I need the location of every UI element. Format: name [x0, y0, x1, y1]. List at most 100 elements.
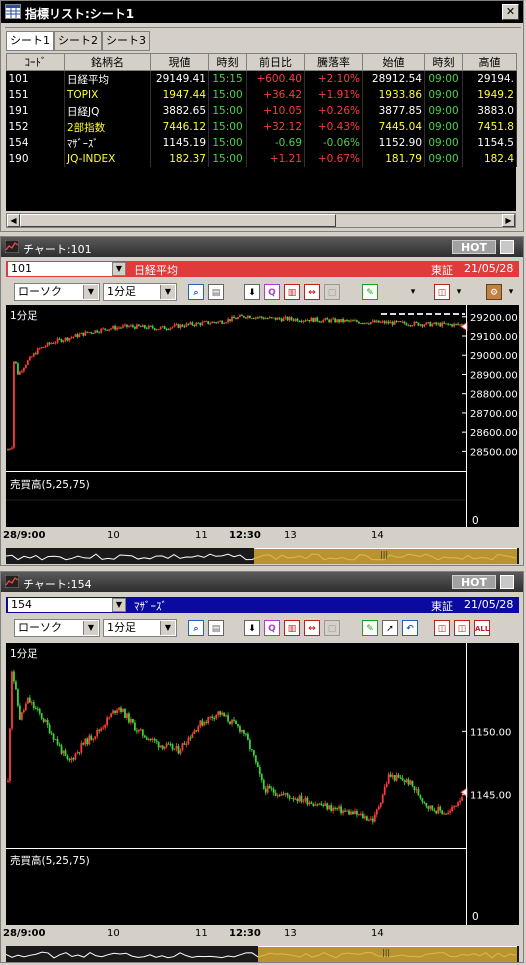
download-icon[interactable]: ⬇	[244, 284, 260, 300]
chart1-plot-area[interactable]: 29200.00 29100.00 29000.00 28900.00 28800.00…	[6, 305, 519, 527]
table-row[interactable]: 190 JQ-INDEX 182.37 15:00 +1.21 +0.67% 1…	[6, 151, 517, 167]
candle-body	[455, 805, 457, 807]
cursor-icon[interactable]: ➚	[382, 620, 398, 636]
chart2-type-select[interactable]: ローソク ▼	[14, 619, 100, 637]
candle-icon[interactable]: ◫	[434, 620, 450, 636]
candle-body	[82, 743, 85, 745]
close-button[interactable]: ✕	[502, 4, 519, 20]
table-row[interactable]: 101 日経平均 29149.41 15:15 +600.40 +2.10% 2…	[6, 70, 517, 87]
candle-icon[interactable]: ◫	[434, 284, 450, 300]
tab-sheet2[interactable]: シート2	[54, 31, 102, 51]
table-row[interactable]: 151 TOPIX 1947.44 15:00 +36.42 +1.91% 19…	[6, 87, 517, 103]
candle-body	[151, 326, 154, 329]
pencil-icon[interactable]: ✎	[362, 284, 378, 300]
horizontal-scrollbar[interactable]: ◀ ▶	[6, 213, 516, 228]
undo-icon[interactable]: ↶	[402, 620, 418, 636]
candle-body	[286, 793, 289, 796]
candle-body	[246, 733, 249, 741]
chart2-period-select[interactable]: 1分足 ▼	[103, 619, 177, 637]
chart2-titlebar[interactable]: チャート:154 HOT	[1, 572, 523, 592]
candle-body	[298, 795, 301, 802]
lock-icon[interactable]: ▢	[324, 620, 340, 636]
column-header[interactable]: 時刻	[208, 53, 247, 71]
chart2-overview-bar[interactable]: |||	[5, 946, 519, 962]
all-icon[interactable]: ALL	[474, 620, 490, 636]
search-icon[interactable]: Q	[264, 620, 280, 636]
chart1-overview-bar[interactable]: |||	[5, 548, 519, 564]
column-header[interactable]: 現値	[150, 53, 209, 71]
column-header[interactable]: 騰落率	[304, 53, 363, 71]
candle-body	[338, 806, 340, 809]
candle-body	[78, 334, 81, 338]
candle-body	[193, 325, 196, 327]
hot-button[interactable]: HOT	[452, 240, 496, 254]
chevron-down-icon[interactable]: ▾	[456, 287, 462, 297]
candle-body	[78, 752, 81, 754]
candle-body	[58, 338, 61, 340]
chart1-titlebar[interactable]: チャート:101 HOT	[1, 237, 523, 257]
candle-body	[54, 342, 57, 344]
search-icon[interactable]: Q	[264, 284, 280, 300]
chart2-code-input[interactable]: 154	[8, 598, 112, 612]
table-row[interactable]: 154 ﾏｻﾞｰｽﾞ 1145.19 15:00 -0.69 -0.06% 11…	[6, 135, 517, 151]
chart1-overview-range[interactable]: |||	[254, 548, 517, 564]
zoom-icon[interactable]: ⌕	[188, 620, 204, 636]
candle-body	[64, 337, 67, 341]
split-icon[interactable]: ↔	[304, 284, 320, 300]
candle-body	[197, 322, 200, 324]
candle-body	[239, 726, 241, 732]
column-header[interactable]: ｺｰﾄﾞ	[6, 53, 65, 71]
tab-sheet1[interactable]: シート1	[6, 31, 54, 51]
scroll-left-button[interactable]: ◀	[7, 214, 20, 227]
table-row[interactable]: 152 2部指数 7446.12 15:00 +32.12 +0.43% 744…	[6, 119, 517, 135]
candle-body	[324, 803, 327, 806]
scroll-right-button[interactable]: ▶	[502, 214, 515, 227]
grid-icon[interactable]: ▤	[208, 284, 224, 300]
bars-icon[interactable]: ▥	[284, 620, 300, 636]
candle-body	[276, 317, 279, 320]
chart2-overview-range[interactable]: |||	[258, 946, 517, 962]
cell-high: 3883.0	[462, 103, 517, 119]
candle-body	[22, 710, 25, 713]
lock-icon[interactable]: ▢	[324, 284, 340, 300]
candle-body	[195, 322, 198, 326]
column-header[interactable]: 銘柄名	[64, 53, 151, 71]
candle-body	[379, 802, 382, 807]
pencil-icon[interactable]: ✎	[362, 620, 378, 636]
window-control-button[interactable]	[500, 240, 514, 254]
candle-body	[340, 318, 342, 323]
candle-body	[241, 315, 243, 317]
table-row[interactable]: 191 日経JQ 3882.65 15:00 +10.05 +0.26% 387…	[6, 103, 517, 119]
candle-body	[235, 720, 237, 725]
candle-body	[102, 727, 105, 729]
candle-body	[363, 816, 366, 819]
column-header[interactable]: 始値	[362, 53, 425, 71]
chart-icon	[5, 240, 19, 253]
chevron-down-icon[interactable]: ▼	[112, 262, 126, 276]
hot-button[interactable]: HOT	[452, 575, 496, 589]
grid-icon[interactable]: ▤	[208, 620, 224, 636]
list-window-titlebar[interactable]: 指標リスト:シート1 ✕	[1, 1, 523, 23]
zoom-icon[interactable]: ⌕	[188, 284, 204, 300]
chart1-code-input[interactable]: 101	[8, 262, 112, 276]
chart1-type-select[interactable]: ローソク ▼	[14, 283, 100, 301]
bars-icon[interactable]: ▥	[284, 284, 300, 300]
settings-icon[interactable]: ⚙	[486, 284, 502, 300]
chevron-down-icon[interactable]: ▾	[508, 287, 514, 297]
download-icon[interactable]: ⬇	[244, 620, 260, 636]
window-control-button[interactable]	[500, 575, 514, 589]
column-header[interactable]: 高値	[462, 53, 517, 71]
candle-body	[13, 361, 15, 448]
split-icon[interactable]: ↔	[304, 620, 320, 636]
chevron-down-icon[interactable]: ▼	[112, 598, 126, 612]
candle-body	[56, 338, 59, 343]
chart2-plot-area[interactable]: 1150.00 1145.00 1分足 売買高(5,25,75) 0	[6, 643, 519, 925]
candle-compare-icon[interactable]: ◫	[454, 620, 470, 636]
column-header[interactable]: 時刻	[424, 53, 463, 71]
column-header[interactable]: 前日比	[246, 53, 305, 71]
chevron-down-icon[interactable]: ▾	[410, 287, 416, 297]
tab-sheet3[interactable]: シート3	[102, 31, 150, 51]
scrollbar-thumb[interactable]	[20, 214, 336, 227]
candle-body	[258, 767, 261, 775]
chart1-period-select[interactable]: 1分足 ▼	[103, 283, 177, 301]
